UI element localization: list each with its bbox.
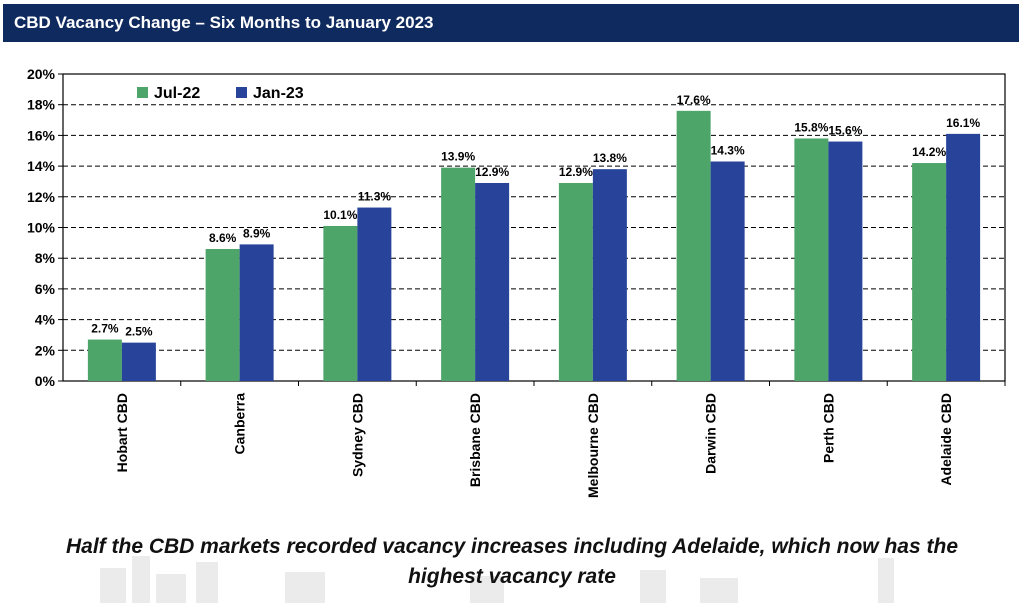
category-label: Perth CBD — [820, 393, 836, 463]
y-tick-label: 16% — [27, 127, 56, 143]
y-tick-label: 18% — [27, 97, 56, 113]
y-tick-label: 6% — [35, 281, 56, 297]
category-label: Sydney CBD — [349, 393, 365, 477]
y-tick-label: 4% — [35, 312, 56, 328]
bar-jul22 — [323, 225, 358, 381]
legend-label-jan23: Jan-23 — [253, 85, 304, 102]
data-label: 17.6% — [677, 93, 711, 107]
data-label: 13.9% — [441, 150, 475, 164]
vacancy-bar-chart: 0% 2% 4% 6% 8% 10% 12% 14% 16% 18% 20% 2.7% 2.5% Hoba… — [27, 66, 1006, 498]
bar-jul22 — [794, 138, 829, 381]
y-tick-label: 2% — [35, 342, 56, 358]
bar-jan23 — [828, 141, 863, 381]
category-label: Brisbane CBD — [467, 393, 483, 487]
bar-jan23 — [239, 244, 274, 381]
bar-jul22 — [912, 163, 947, 381]
caption-line-2: highest vacancy rate — [408, 565, 616, 588]
y-tick-label: 20% — [27, 66, 56, 82]
data-label: 2.5% — [125, 325, 153, 339]
city-skyline-watermark — [100, 556, 894, 603]
data-label: 14.3% — [711, 143, 745, 157]
bar-jul22 — [441, 167, 476, 381]
data-label: 10.1% — [323, 208, 357, 222]
bar-jan23 — [357, 207, 392, 381]
category-label: Canberra — [232, 393, 248, 455]
caption-line-1: Half the CBD markets recorded vacancy in… — [66, 535, 958, 558]
chart-caption: Half the CBD markets recorded vacancy in… — [0, 532, 1024, 592]
y-tick-label: 8% — [35, 250, 56, 266]
bar-jan23 — [475, 182, 510, 381]
bar-jan23 — [121, 342, 156, 381]
data-label: 15.8% — [794, 120, 828, 134]
bar-jul22 — [676, 110, 711, 381]
legend-swatch-jul22 — [137, 87, 148, 98]
data-label: 16.1% — [946, 116, 980, 130]
y-tick-label: 0% — [35, 373, 56, 389]
data-label: 12.9% — [559, 165, 593, 179]
category-label: Melbourne CBD — [585, 393, 601, 498]
category-label: Hobart CBD — [114, 393, 130, 472]
bar-jan23 — [710, 161, 745, 381]
chart-title-banner: CBD Vacancy Change – Six Months to Janua… — [3, 4, 1019, 42]
data-label: 15.6% — [828, 124, 862, 138]
data-label: 11.3% — [358, 190, 392, 204]
bar-jul22 — [87, 339, 122, 381]
y-tick-label: 10% — [27, 220, 56, 236]
data-label: 8.6% — [209, 231, 237, 245]
data-label: 13.8% — [593, 151, 627, 165]
data-label: 2.7% — [91, 322, 119, 336]
data-label: 14.2% — [912, 145, 946, 159]
data-label: 8.9% — [243, 226, 271, 240]
bar-jul22 — [205, 248, 240, 381]
legend-label-jul22: Jul-22 — [154, 85, 200, 102]
bar-jul22 — [558, 182, 593, 381]
category-label: Adelaide CBD — [938, 393, 954, 486]
bar-jan23 — [592, 169, 627, 381]
legend-swatch-jan23 — [236, 87, 247, 98]
data-label: 12.9% — [475, 165, 509, 179]
y-tick-label: 12% — [27, 189, 56, 205]
y-tick-label: 14% — [27, 158, 56, 174]
bar-jan23 — [946, 133, 981, 381]
category-label: Darwin CBD — [703, 393, 719, 474]
